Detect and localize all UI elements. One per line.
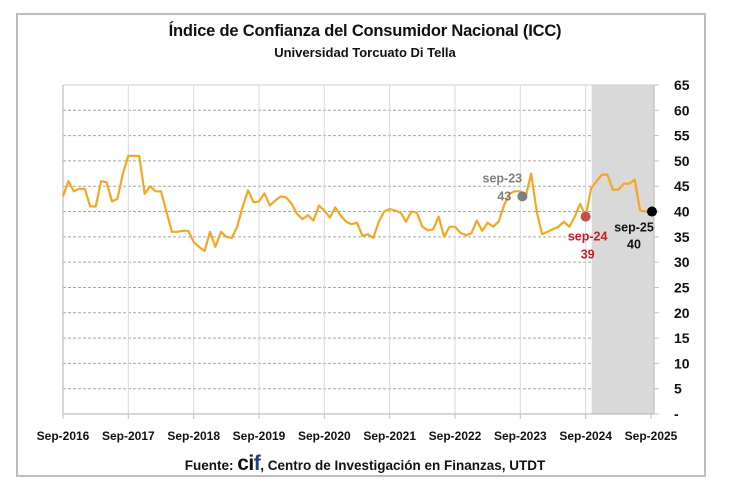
y-tick-label: 65 — [674, 77, 690, 93]
x-tick-label: Sep-2022 — [429, 429, 482, 443]
x-tick-label: Sep-2025 — [625, 429, 678, 443]
x-tick-label: Sep-2018 — [167, 429, 220, 443]
annotation-sep24-value: 39 — [581, 248, 595, 262]
x-tick-label: Sep-2021 — [363, 429, 416, 443]
shaded-region — [591, 85, 654, 414]
y-tick-label: 55 — [674, 128, 690, 144]
annotation-sep25-marker — [647, 206, 657, 217]
source-prefix: Fuente: — [184, 458, 238, 473]
annotation-sep24-marker — [580, 211, 591, 222]
x-tick-label: Sep-2024 — [559, 429, 612, 443]
y-tick-label: 30 — [674, 254, 690, 270]
y-tick-label: 50 — [674, 153, 690, 169]
annotation-sep24-label: sep-24 — [568, 230, 608, 244]
chart-frame — [16, 13, 706, 477]
y-tick-label: 10 — [674, 355, 690, 371]
annotation-sep25-label: sep-25 — [614, 221, 654, 235]
x-tick-label: Sep-2017 — [102, 429, 155, 443]
y-tick-label: 35 — [674, 229, 690, 245]
annotation-sep23-value: 43 — [497, 189, 511, 203]
x-tick-label: Sep-2016 — [37, 429, 90, 443]
y-tick-label: - — [674, 406, 679, 422]
x-tick-label: Sep-2023 — [494, 429, 547, 443]
chart-subtitle: Universidad Torcuato Di Tella — [274, 45, 456, 60]
x-tick-label: Sep-2019 — [233, 429, 286, 443]
source-note: Fuente: cif, Centro de Investigación en … — [0, 452, 730, 476]
y-tick-label: 45 — [674, 178, 690, 194]
y-tick-label: 5 — [674, 381, 682, 397]
series-line-icc — [61, 154, 651, 253]
y-tick-label: 25 — [674, 279, 690, 295]
y-tick-label: 60 — [674, 102, 690, 118]
y-tick-label: 15 — [674, 330, 690, 346]
annotation-sep25-value: 40 — [627, 238, 641, 252]
y-tick-label: 20 — [674, 305, 690, 321]
y-tick-label: 40 — [674, 204, 690, 220]
chart-title: Índice de Confianza del Consumidor Nacio… — [168, 22, 562, 40]
source-text: , Centro de Investigación en Finanzas, U… — [260, 458, 546, 473]
cif-logo: cif — [237, 452, 261, 475]
x-tick-label: Sep-2020 — [298, 429, 351, 443]
annotation-sep23-label: sep-23 — [483, 171, 523, 185]
annotation-sep23-marker — [517, 191, 528, 202]
